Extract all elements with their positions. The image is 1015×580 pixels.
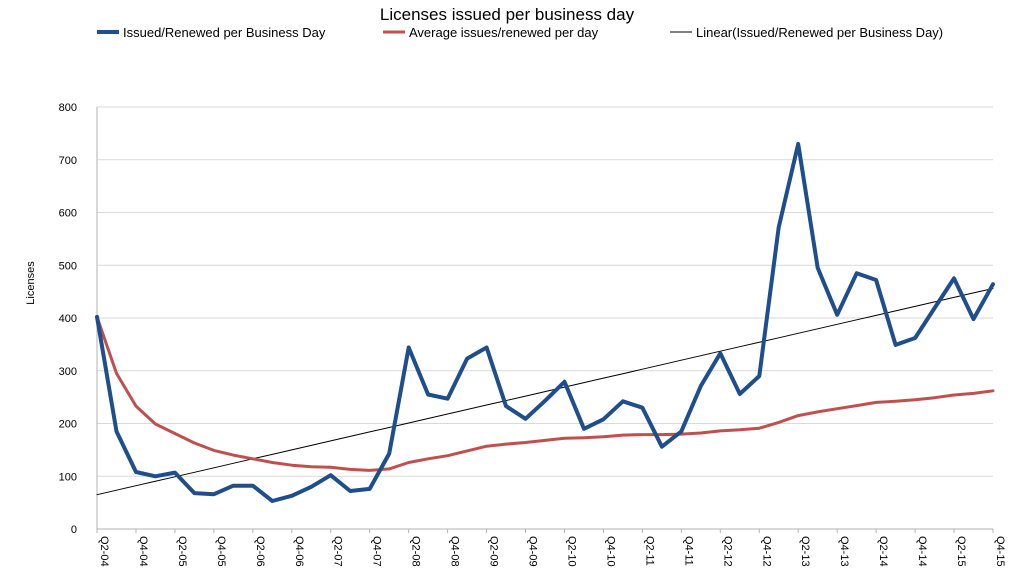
y-tick-label-200: 200 [59, 419, 77, 431]
legend: Issued/Renewed per Business Day Average … [97, 25, 943, 40]
x-tick-label-Q2-10: Q2-10 [565, 536, 577, 567]
x-tick-label-Q4-07: Q4-07 [371, 536, 383, 567]
legend-label-issued: Issued/Renewed per Business Day [123, 25, 326, 40]
x-tick-label-Q2-04: Q2-04 [98, 536, 110, 567]
series-line-issued-renewed-per-business-day [95, 141, 995, 503]
x-tick-label-Q2-05: Q2-05 [176, 536, 188, 567]
x-tick-label-Q2-11: Q2-11 [643, 536, 655, 566]
x-tick-label-Q4-08: Q4-08 [449, 536, 461, 567]
y-tick-label-700: 700 [59, 155, 77, 167]
x-tick-label-Q4-14: Q4-14 [916, 536, 928, 567]
legend-label-average: Average issues/renewed per day [409, 25, 599, 40]
x-tick-label-Q2-06: Q2-06 [254, 536, 266, 567]
chart-title: Licenses issued per business day [380, 5, 635, 24]
x-tick-label-Q4-04: Q4-04 [137, 536, 149, 567]
y-tick-label-0: 0 [71, 524, 77, 536]
y-axis-label: Licenses [25, 261, 37, 305]
x-tick-label-Q4-09: Q4-09 [527, 536, 539, 567]
legend-label-linear: Linear(Issued/Renewed per Business Day) [696, 25, 943, 40]
x-tick-label-Q2-09: Q2-09 [488, 536, 500, 567]
x-tick-label-Q4-12: Q4-12 [760, 536, 772, 567]
x-tick-label-Q4-06: Q4-06 [293, 536, 305, 567]
gridlines [97, 106, 993, 530]
x-tick-label-Q4-15: Q4-15 [994, 536, 1006, 567]
x-tick-label-Q2-15: Q2-15 [955, 536, 967, 567]
y-tick-label-400: 400 [59, 313, 77, 325]
x-tick-label-Q2-12: Q2-12 [721, 536, 733, 567]
x-axis-ticks: Q2-04 Q4-04 Q2-05 Q4-05 Q2-06 Q4-06 Q2-07 Q4-07… [96, 529, 1006, 567]
x-tick-label-Q2-14: Q2-14 [877, 536, 889, 567]
series-line-average-issues-renewed-per-day [95, 315, 995, 472]
y-tick-label-600: 600 [59, 208, 77, 220]
y-axis-ticks: 0 100 200 300 400 500 600 700 800 [59, 102, 77, 536]
series-line-linear-issued-renewed-per-business-day [96, 288, 994, 496]
y-tick-label-100: 100 [59, 471, 77, 483]
x-tick-label-Q2-08: Q2-08 [410, 536, 422, 567]
x-tick-label-Q2-13: Q2-13 [799, 536, 811, 567]
x-tick-label-Q4-11: Q4-11 [682, 536, 694, 566]
y-tick-label-300: 300 [59, 366, 77, 378]
x-tick-label-Q4-10: Q4-10 [604, 536, 616, 567]
x-tick-label-Q4-13: Q4-13 [838, 536, 850, 567]
x-tick-label-Q2-07: Q2-07 [332, 536, 344, 567]
series-group [95, 141, 995, 503]
x-tick-label-Q4-05: Q4-05 [215, 536, 227, 567]
y-tick-label-800: 800 [59, 102, 77, 114]
y-tick-label-500: 500 [59, 260, 77, 272]
